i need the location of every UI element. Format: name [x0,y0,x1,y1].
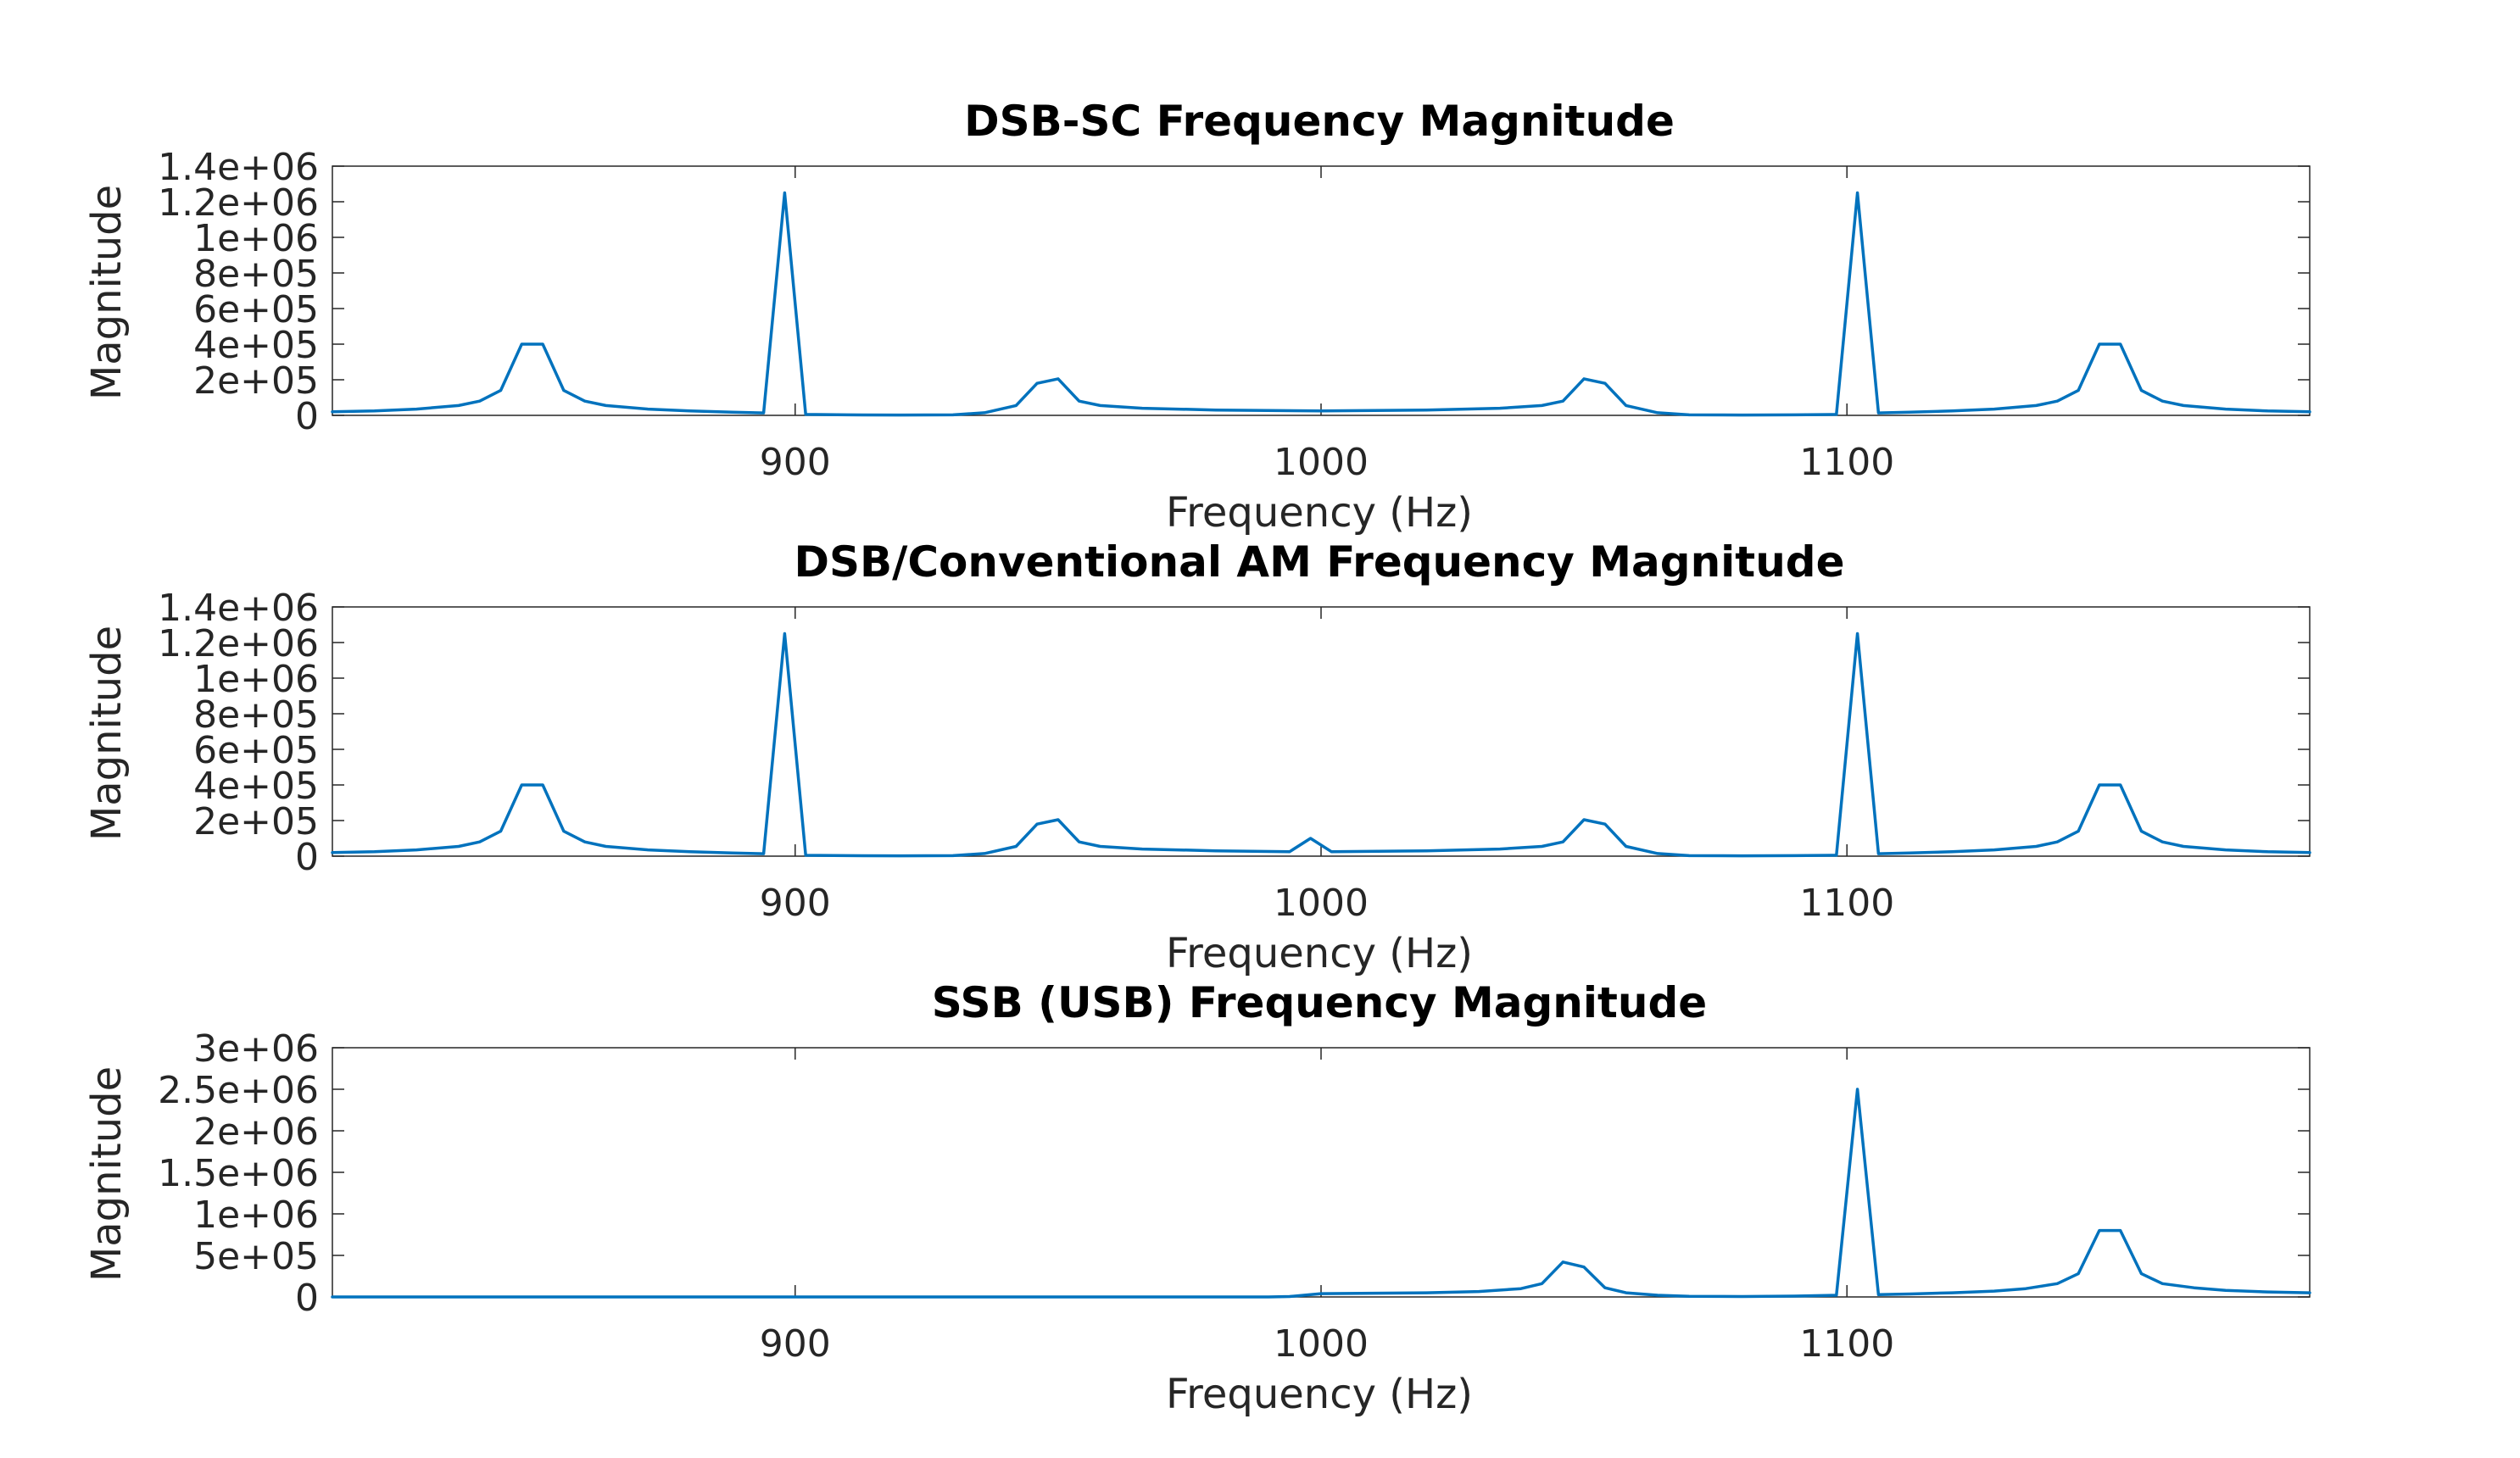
x-tick-label: 1100 [1799,441,1894,484]
subplot-1-title: DSB-SC Frequency Magnitude [964,97,1675,146]
x-tick-label: 1000 [1274,882,1369,925]
y-tick-label: 3e+06 [193,1027,319,1071]
subplot-3-axes: 900 1000 1100 05e+051e+061.5e+062e+062.5e+0… [158,1027,2311,1366]
y-tick-label: 1e+06 [193,217,319,260]
y-tick-label: 8e+05 [193,253,319,296]
subplot-3-ylabel: Magnitude [83,1066,131,1282]
y-tick-label: 2e+06 [193,1110,319,1154]
subplot-3-title: SSB (USB) Frequency Magnitude [932,978,1707,1027]
series-line [331,191,2311,417]
series-line [331,632,2311,858]
x-tick-label: 1100 [1799,882,1894,925]
y-tick-label: 2e+05 [193,359,319,403]
x-tick-label: 1000 [1274,441,1369,484]
x-tick-label: 900 [760,441,831,484]
subplot-2-title: DSB/Conventional AM Frequency Magnitude [794,537,1844,587]
subplot-3: SSB (USB) Frequency Magnitude Magnitude … [83,978,2311,1418]
subplot-2-axes: 900 1000 1100 02e+054e+056e+058e+051e+061.2… [158,587,2311,925]
y-tick-label: 0 [295,395,319,438]
series-line [331,1088,2311,1299]
subplot-1-ylabel: Magnitude [83,185,131,400]
y-tick-label: 2.5e+06 [158,1069,319,1112]
subplot-2-ylabel: Magnitude [83,626,131,841]
y-tick-label: 2e+05 [193,800,319,843]
subplot-1: DSB-SC Frequency Magnitude Magnitude Fre… [83,97,2311,537]
x-tick-label: 900 [760,882,831,925]
y-tick-label: 1.4e+06 [158,146,319,189]
y-tick-label: 6e+05 [193,729,319,772]
x-tick-label: 1100 [1799,1322,1894,1366]
y-tick-label: 0 [295,836,319,879]
subplot-1-xlabel: Frequency (Hz) [1166,489,1473,537]
subplot-2: DSB/Conventional AM Frequency Magnitude … [83,537,2311,977]
x-tick-label: 1000 [1274,1322,1369,1366]
y-tick-label: 4e+05 [193,765,319,808]
subplot-1-axes: 900 1000 1100 02e+054e+056e+058e+051e+061.2… [158,146,2311,484]
subplot-3-xlabel: Frequency (Hz) [1166,1371,1473,1418]
y-tick-label: 8e+05 [193,693,319,737]
subplot-2-xlabel: Frequency (Hz) [1166,930,1473,977]
y-tick-label: 1.2e+06 [158,181,319,225]
y-tick-label: 1e+06 [193,1194,319,1237]
y-tick-label: 1e+06 [193,658,319,701]
x-tick-label: 900 [760,1322,831,1366]
y-tick-label: 5e+05 [193,1235,319,1278]
y-tick-label: 4e+05 [193,324,319,367]
y-tick-label: 0 [295,1277,319,1320]
y-tick-label: 1.2e+06 [158,622,319,665]
y-tick-label: 1.4e+06 [158,587,319,630]
y-tick-label: 6e+05 [193,288,319,331]
y-tick-label: 1.5e+06 [158,1152,319,1195]
